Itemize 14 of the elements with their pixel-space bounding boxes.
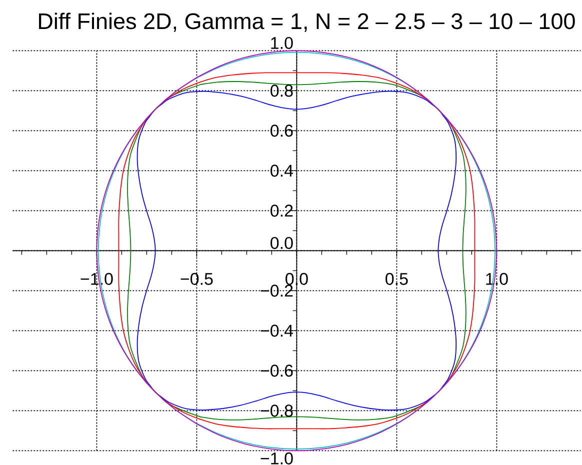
y-tick-label: 1.0 — [271, 36, 293, 50]
y-tick-label: 0.8 — [270, 84, 293, 97]
x-tick-label: −0.5 — [180, 272, 213, 285]
y-tick-label: 0.0 — [270, 236, 293, 250]
y-tick-label: −0.8 — [260, 404, 293, 417]
chart-title: Diff Finies 2D, Gamma = 1, N = 2 – 2.5 – 3 – 10 – 100 — [39, 12, 575, 32]
y-tick-label: −0.6 — [260, 364, 293, 377]
y-tick-label: 0.4 — [270, 164, 294, 177]
x-tick-label: 0.5 — [386, 272, 408, 285]
y-tick-label: −0.2 — [260, 284, 293, 297]
y-tick-label: 0.6 — [270, 124, 293, 137]
y-tick-label: −1.0 — [260, 452, 293, 464]
y-tick-label: −0.4 — [260, 324, 294, 337]
y-tick-label: 0.2 — [270, 204, 293, 217]
